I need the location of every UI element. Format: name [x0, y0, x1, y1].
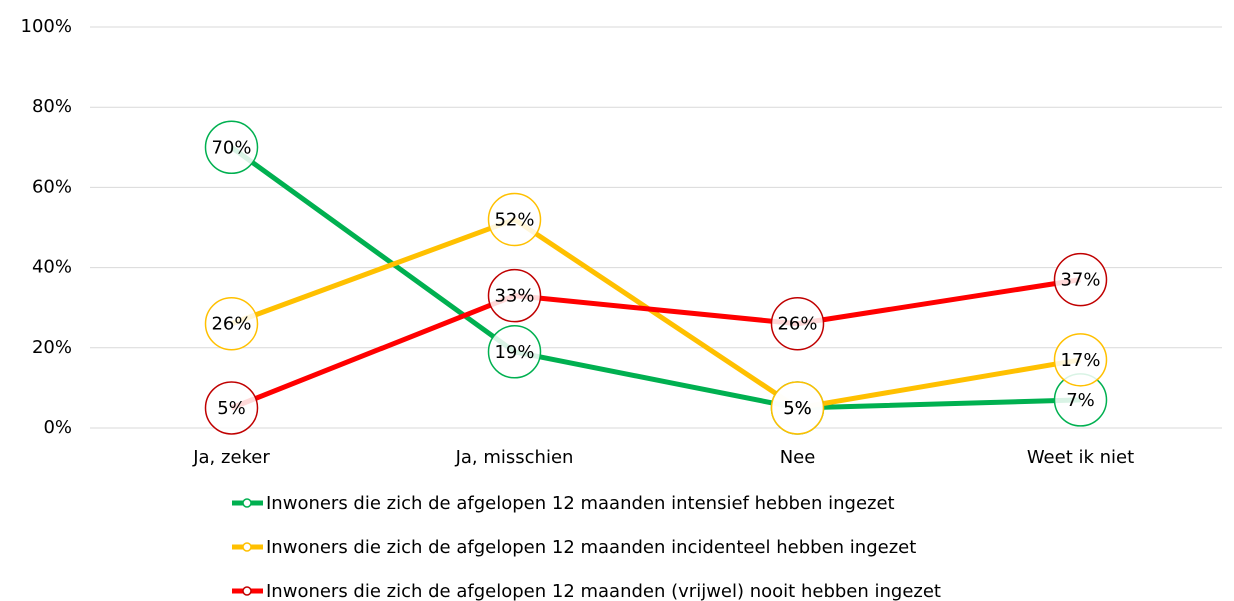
data-label: 52%: [494, 209, 534, 230]
y-tick-label: 100%: [21, 16, 72, 37]
marker: [770, 381, 825, 435]
data-label: 33%: [494, 286, 534, 307]
marker: [204, 120, 259, 175]
y-tick-label: 80%: [32, 96, 72, 117]
legend-marker: [242, 542, 252, 552]
series-line: [230, 277, 1081, 411]
legend-label: Inwoners die zich de afgelopen 12 maande…: [266, 581, 941, 601]
x-tick-label: Weet ik niet: [1027, 447, 1134, 468]
data-label: 70%: [211, 137, 251, 158]
data-labels: 70%19%5% 7%26%52%5%17%5%33%26%37%: [211, 137, 1100, 419]
marker: [1053, 333, 1108, 387]
marker: [487, 325, 542, 379]
marker: [204, 296, 259, 351]
x-tick-label: Nee: [780, 447, 816, 468]
series-line: [230, 145, 1081, 411]
data-label: 19%: [494, 342, 534, 363]
data-label: 5%: [217, 398, 246, 419]
x-tick-label: Ja, misschien: [455, 447, 574, 468]
x-tick-label: Ja, zeker: [192, 447, 270, 468]
series-line: [230, 216, 1081, 411]
y-tick-label: 20%: [32, 337, 72, 358]
marker: [487, 192, 542, 247]
markers: [204, 120, 1108, 435]
data-label: 37%: [1060, 270, 1100, 291]
legend-marker: [242, 498, 252, 508]
y-tick-label: 0%: [43, 417, 72, 438]
lines: [230, 145, 1081, 411]
data-label: 7%: [1066, 390, 1095, 411]
marker: [204, 381, 259, 435]
y-tick-label: 40%: [32, 257, 72, 278]
y-tick-label: 60%: [32, 176, 72, 197]
data-label: 17%: [1060, 350, 1100, 371]
data-label: 26%: [211, 314, 251, 335]
data-label: 26%: [777, 314, 817, 335]
legend-label: Inwoners die zich de afgelopen 12 maande…: [266, 537, 916, 558]
legend-label: Inwoners die zich de afgelopen 12 maande…: [266, 493, 895, 514]
legend-marker: [242, 586, 252, 596]
data-label: 5%: [783, 398, 812, 419]
marker: [770, 296, 825, 351]
data-label: 5%: [783, 398, 812, 419]
marker: [1053, 252, 1108, 307]
marker: [487, 268, 542, 323]
